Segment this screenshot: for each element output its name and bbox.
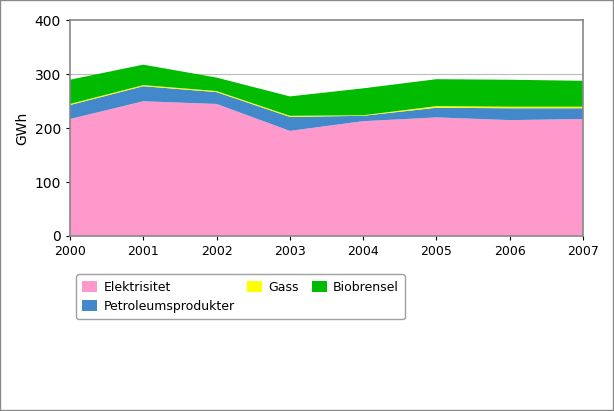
- Y-axis label: GWh: GWh: [15, 111, 29, 145]
- Legend: Elektrisitet, Petroleumsprodukter, Gass, Biobrensel: Elektrisitet, Petroleumsprodukter, Gass,…: [76, 275, 405, 319]
